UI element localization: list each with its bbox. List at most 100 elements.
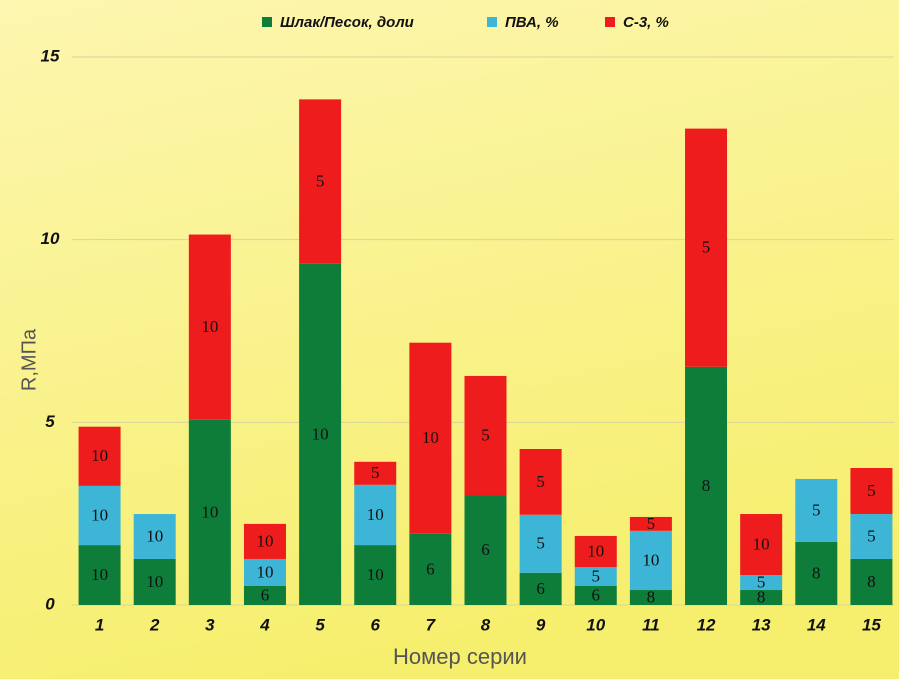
x-tick-label: 9: [536, 615, 546, 634]
segment-label: 10: [312, 424, 329, 443]
segment-label: 5: [536, 472, 545, 491]
bar-segment: [519, 572, 562, 605]
bar-segment: [464, 495, 507, 605]
segment-label: 6: [261, 585, 270, 604]
y-tick-label: 5: [45, 412, 55, 431]
bar-segment: [740, 514, 783, 576]
segment-label: 10: [367, 565, 384, 584]
segment-label: 8: [702, 476, 711, 495]
bar-segment: [685, 128, 728, 367]
x-tick-label: 1: [95, 615, 104, 634]
segment-label: 8: [812, 563, 821, 582]
bar-segment: [740, 590, 783, 605]
segment-label: 10: [91, 505, 108, 524]
bar-segment: [850, 514, 893, 559]
x-tick-label: 10: [586, 615, 605, 634]
bar-segment: [188, 419, 231, 605]
x-axis-label: Номер серии: [393, 644, 527, 669]
bar-segment: [299, 263, 342, 605]
segment-label: 8: [757, 587, 766, 606]
x-tick-label: 7: [426, 615, 437, 634]
bar-segment: [354, 545, 397, 605]
x-tick-label: 8: [481, 615, 491, 634]
segment-label: 6: [536, 579, 545, 598]
bar-segment: [299, 99, 342, 264]
bar-segment: [78, 426, 121, 486]
segment-label: 5: [481, 425, 490, 444]
bar-segment: [519, 449, 562, 515]
bar-segment: [464, 375, 507, 496]
bar-segment: [354, 461, 397, 485]
bar-segment: [795, 541, 838, 605]
segment-label: 8: [647, 587, 656, 606]
x-tick-label: 15: [862, 615, 881, 634]
bar-segment: [629, 590, 672, 605]
bar-segment: [409, 342, 452, 534]
segment-label: 5: [647, 514, 656, 533]
bar-segment: [685, 366, 728, 605]
y-tick-label: 15: [41, 46, 60, 65]
legend-label: Шлак/Песок, доли: [280, 14, 414, 31]
x-tick-label: 2: [149, 615, 160, 634]
x-tick-label: 4: [259, 615, 270, 634]
segment-label: 6: [426, 559, 435, 578]
y-tick-label: 0: [45, 594, 55, 613]
segment-label: 10: [91, 565, 108, 584]
bar-segment: [78, 545, 121, 605]
x-tick-label: 13: [752, 615, 771, 634]
bar-segment: [354, 484, 397, 546]
x-tick-label: 6: [370, 615, 380, 634]
segment-label: 10: [642, 550, 659, 569]
legend-label: ПВА, %: [505, 14, 559, 31]
segment-label: 10: [201, 317, 218, 336]
x-tick-label: 5: [315, 615, 325, 634]
bar-segment: [78, 485, 121, 546]
segment-label: 10: [201, 502, 218, 521]
segment-label: 6: [481, 540, 490, 559]
segment-label: 6: [592, 585, 601, 604]
bar-segment: [519, 514, 562, 573]
segment-label: 10: [146, 526, 163, 545]
segment-label: 5: [812, 500, 821, 519]
y-axis-label: R,МПа: [18, 328, 40, 391]
x-tick-label: 3: [205, 615, 215, 634]
bar-segment: [574, 586, 617, 605]
segment-label: 5: [592, 566, 601, 585]
segment-label: 5: [371, 463, 380, 482]
segment-label: 10: [146, 572, 163, 591]
segment-label: 10: [753, 534, 770, 553]
bar-segment: [574, 535, 617, 568]
bar-segment: [629, 530, 672, 591]
x-tick-label: 12: [697, 615, 716, 634]
legend-swatch: [487, 17, 497, 27]
segment-label: 5: [867, 526, 876, 545]
bar-segment: [243, 523, 286, 559]
segment-label: 10: [256, 531, 273, 550]
segment-label: 10: [422, 428, 439, 447]
segment-label: 5: [757, 572, 766, 591]
segment-label: 10: [587, 541, 604, 560]
bar-segment: [243, 586, 286, 605]
y-tick-label: 10: [41, 229, 60, 248]
bar-segment: [409, 533, 452, 605]
bar-segment: [133, 558, 176, 605]
bar-segment: [795, 478, 838, 542]
x-tick-label: 11: [642, 615, 660, 634]
bar-segment: [740, 575, 783, 591]
segment-label: 8: [867, 572, 876, 591]
segment-label: 10: [256, 562, 273, 581]
segment-label: 10: [91, 446, 108, 465]
legend-swatch: [262, 17, 272, 27]
bar-segment: [243, 558, 286, 587]
segment-label: 5: [867, 481, 876, 500]
legend-label: С-3, %: [623, 14, 669, 31]
segment-label: 5: [702, 238, 711, 257]
segment-label: 5: [536, 534, 545, 553]
bar-segment: [574, 567, 617, 587]
bar-segment: [629, 516, 672, 531]
legend-swatch: [605, 17, 615, 27]
bar-segment: [850, 558, 893, 605]
bar-segment: [850, 468, 893, 515]
segment-label: 10: [367, 505, 384, 524]
